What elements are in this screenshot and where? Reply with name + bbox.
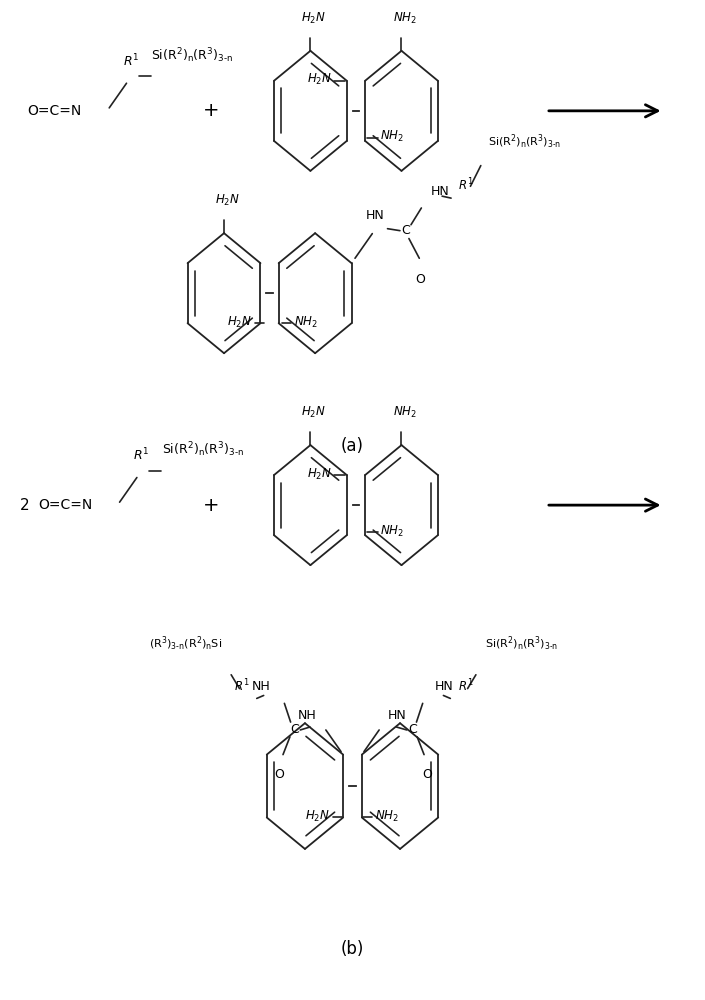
Text: HN: HN	[435, 680, 454, 693]
Text: $\mathregular{Si(R^2)_n(R^3)_{3\text{-}n}}$: $\mathregular{Si(R^2)_n(R^3)_{3\text{-}n…	[152, 46, 233, 65]
Text: $R^1$: $R^1$	[458, 678, 474, 694]
Text: O=C=N: O=C=N	[27, 104, 82, 118]
Text: $R^1$: $R^1$	[133, 447, 149, 464]
Text: C: C	[401, 224, 410, 237]
Text: (a): (a)	[341, 437, 364, 455]
Text: $NH_2$: $NH_2$	[379, 129, 404, 144]
Text: NH: NH	[298, 709, 317, 722]
Text: $H_2N$: $H_2N$	[305, 809, 330, 824]
Text: HN: HN	[430, 185, 449, 198]
Text: C: C	[408, 723, 417, 736]
Text: $\mathregular{Si(R^2)_n(R^3)_{3\text{-}n}}$: $\mathregular{Si(R^2)_n(R^3)_{3\text{-}n…	[161, 440, 244, 459]
Text: 2: 2	[19, 498, 29, 513]
Text: $H_2N$: $H_2N$	[302, 405, 326, 420]
Text: NH: NH	[252, 680, 271, 693]
Text: $R^1$: $R^1$	[123, 53, 140, 69]
Text: $H_2N$: $H_2N$	[227, 315, 252, 330]
Text: HN: HN	[388, 709, 407, 722]
Text: O: O	[422, 768, 432, 781]
Text: $R^1$: $R^1$	[233, 678, 249, 694]
Text: O: O	[275, 768, 285, 781]
Text: $H_2N$: $H_2N$	[307, 72, 332, 87]
Text: +: +	[202, 101, 219, 120]
Text: $NH_2$: $NH_2$	[379, 524, 404, 539]
Text: $H_2N$: $H_2N$	[307, 467, 332, 482]
Text: $\mathregular{Si(R^2)_n(R^3)_{3\text{-}n}}$: $\mathregular{Si(R^2)_n(R^3)_{3\text{-}n…	[488, 133, 561, 151]
Text: +: +	[202, 496, 219, 515]
Text: O: O	[416, 273, 426, 286]
Text: $\mathregular{(R^3)_{3\text{-}n}(R^2)_nSi}$: $\mathregular{(R^3)_{3\text{-}n}(R^2)_nS…	[149, 635, 222, 653]
Text: $R^1$: $R^1$	[458, 177, 474, 193]
Text: O=C=N: O=C=N	[38, 498, 92, 512]
Text: $H_2N$: $H_2N$	[302, 11, 326, 26]
Text: C: C	[290, 723, 299, 736]
Text: $NH_2$: $NH_2$	[393, 405, 417, 420]
Text: (b): (b)	[341, 940, 364, 958]
Text: $NH_2$: $NH_2$	[375, 809, 399, 824]
Text: $\mathregular{Si(R^2)_n(R^3)_{3\text{-}n}}$: $\mathregular{Si(R^2)_n(R^3)_{3\text{-}n…	[485, 635, 558, 653]
Text: HN: HN	[365, 209, 384, 222]
Text: $NH_2$: $NH_2$	[393, 11, 417, 26]
Text: $NH_2$: $NH_2$	[294, 315, 318, 330]
Text: $H_2N$: $H_2N$	[215, 192, 240, 208]
